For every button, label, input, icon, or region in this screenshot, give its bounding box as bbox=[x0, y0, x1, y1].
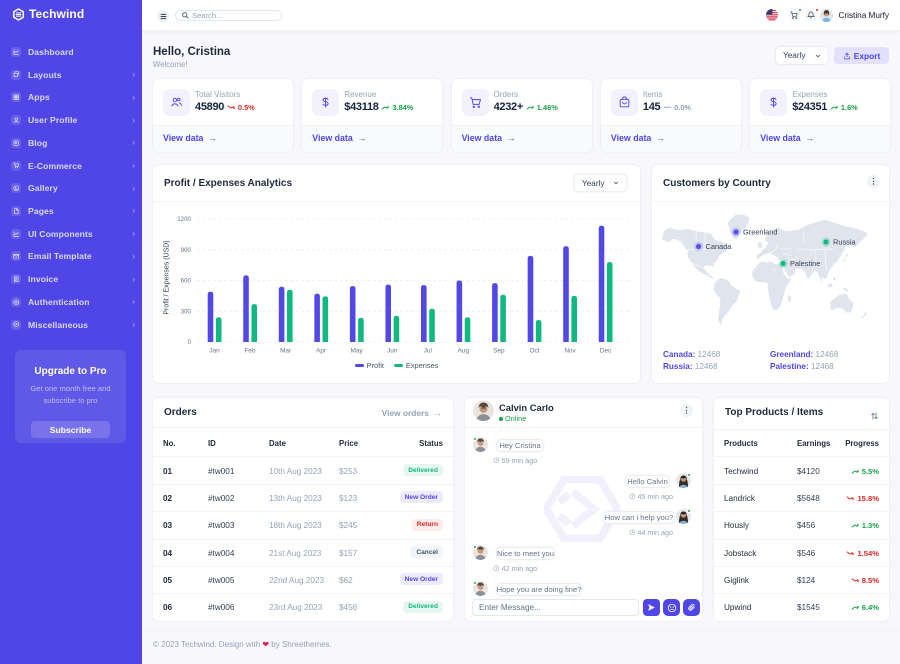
svg-text:Dec: Dec bbox=[600, 348, 612, 355]
svg-text:0: 0 bbox=[188, 339, 192, 346]
svg-text:300: 300 bbox=[181, 308, 192, 315]
svg-text:Jun: Jun bbox=[387, 348, 398, 355]
svg-text:900: 900 bbox=[181, 247, 192, 254]
svg-text:Sep: Sep bbox=[493, 348, 505, 355]
svg-text:1200: 1200 bbox=[177, 216, 191, 223]
svg-text:May: May bbox=[351, 348, 364, 355]
svg-text:600: 600 bbox=[181, 278, 192, 285]
svg-text:Feb: Feb bbox=[245, 348, 256, 355]
svg-text:Greenland: Greenland bbox=[743, 228, 778, 237]
svg-text:Nov: Nov bbox=[564, 348, 576, 355]
svg-text:Oct: Oct bbox=[529, 348, 539, 355]
svg-text:Aug: Aug bbox=[458, 348, 470, 355]
svg-text:Mar: Mar bbox=[280, 348, 292, 355]
svg-text:Russia: Russia bbox=[833, 238, 856, 247]
svg-text:Jan: Jan bbox=[209, 348, 220, 355]
svg-text:Apr: Apr bbox=[316, 348, 327, 355]
svg-text:Jul: Jul bbox=[424, 348, 432, 355]
svg-text:Palestine: Palestine bbox=[790, 259, 820, 268]
svg-text:Canada: Canada bbox=[706, 242, 733, 251]
